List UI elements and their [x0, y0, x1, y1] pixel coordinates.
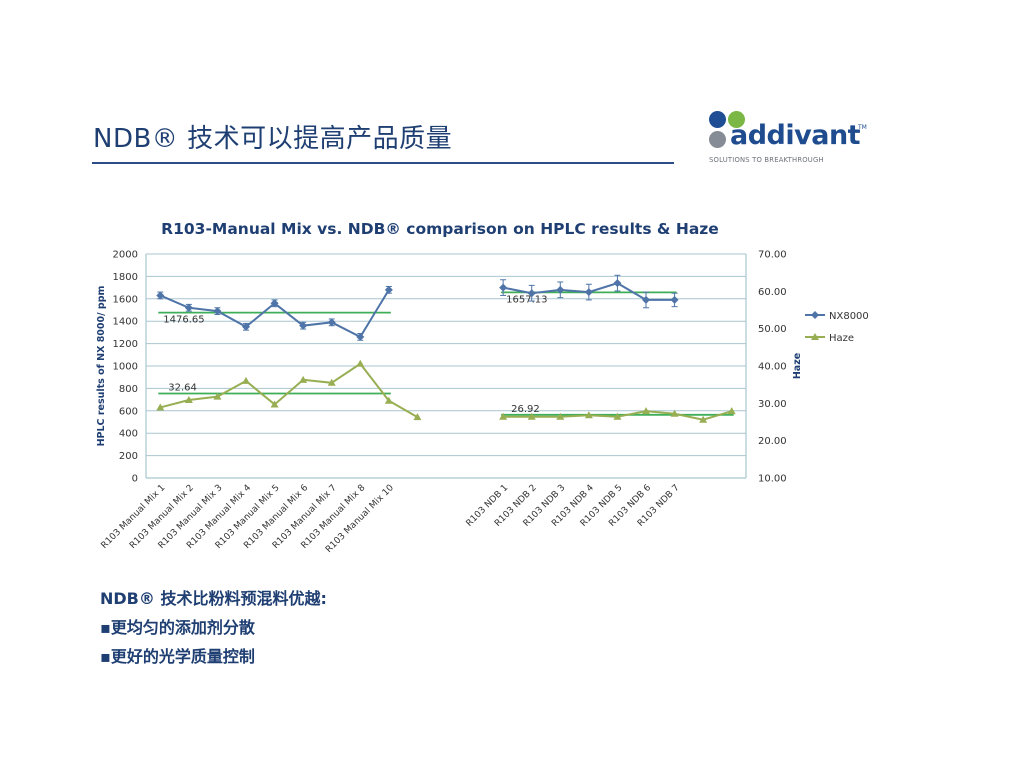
- series-line-haze: [160, 362, 418, 419]
- point-nx8000: [213, 307, 222, 316]
- point-nx8000: [356, 332, 365, 341]
- point-nx8000: [299, 321, 308, 330]
- legend-label: NX8000: [829, 311, 869, 322]
- y2-tick-label: 60.00: [758, 287, 787, 298]
- point-haze: [356, 359, 365, 367]
- y-tick-label: 1800: [113, 272, 138, 283]
- logo-trademark: TM: [858, 124, 867, 131]
- point-nx8000: [242, 322, 250, 331]
- y-tick-label: 600: [119, 406, 138, 417]
- point-haze: [242, 376, 250, 384]
- point-haze: [413, 413, 422, 421]
- point-haze: [184, 395, 193, 403]
- point-haze: [327, 378, 336, 386]
- conclusion-heading: NDB® 技术比粉料预混料优越:: [100, 589, 327, 608]
- y-tick-label: 1200: [113, 339, 138, 350]
- point-haze: [527, 412, 536, 420]
- point-haze: [642, 407, 650, 415]
- hplc-haze-chart: R103-Manual Mix vs. NDB® comparison on H…: [96, 220, 869, 555]
- legend-marker-triangle: [811, 333, 819, 340]
- legend-label: Haze: [829, 333, 854, 344]
- y2-axis-title: Haze: [792, 353, 803, 379]
- y2-tick-label: 70.00: [758, 250, 787, 261]
- point-nx8000: [527, 289, 536, 298]
- y2-tick-label: 10.00: [758, 474, 787, 485]
- logo-dot-blue: [709, 111, 726, 128]
- point-haze: [499, 412, 508, 420]
- point-nx8000: [156, 291, 165, 300]
- point-nx8000: [384, 285, 393, 294]
- point-haze: [270, 400, 279, 408]
- y-tick-label: 2000: [113, 250, 138, 261]
- average-label: 1657.13: [506, 294, 547, 305]
- point-haze: [384, 396, 393, 404]
- bullet-optical-quality: ▪更好的光学质量控制: [100, 647, 255, 666]
- point-haze: [213, 392, 222, 400]
- point-haze: [556, 412, 565, 420]
- point-nx8000: [184, 303, 193, 312]
- point-nx8000: [270, 299, 279, 308]
- y-tick-label: 200: [119, 451, 138, 462]
- point-haze: [670, 409, 679, 417]
- point-haze: [156, 403, 165, 411]
- point-nx8000: [642, 295, 650, 304]
- addivant-logo: addivant TM SOLUTIONS TO BREAKTHROUGH: [706, 110, 876, 170]
- y2-tick-label: 30.00: [758, 399, 787, 410]
- y-tick-label: 1000: [113, 362, 138, 373]
- point-nx8000: [584, 288, 593, 297]
- legend-marker-diamond: [811, 311, 819, 319]
- point-nx8000: [327, 318, 336, 327]
- logo-wordmark: addivant: [730, 120, 861, 151]
- point-nx8000: [613, 279, 622, 288]
- y2-tick-label: 50.00: [758, 324, 787, 335]
- y-tick-label: 0: [132, 474, 138, 485]
- y2-tick-label: 20.00: [758, 436, 787, 447]
- point-nx8000: [499, 283, 508, 292]
- conclusion-block: NDB® 技术比粉料预混料优越: ▪更均匀的添加剂分散 ▪更好的光学质量控制: [100, 584, 327, 671]
- logo-tagline: SOLUTIONS TO BREAKTHROUGH: [709, 156, 824, 164]
- average-label: 1476.65: [163, 315, 204, 326]
- point-haze: [727, 407, 736, 415]
- y-tick-label: 1600: [113, 294, 138, 305]
- logo-dot-green: [728, 111, 745, 128]
- chart-title: R103-Manual Mix vs. NDB® comparison on H…: [161, 220, 719, 238]
- logo-dot-grey: [709, 131, 726, 148]
- y-tick-label: 400: [119, 429, 138, 440]
- average-label: 32.64: [168, 382, 197, 393]
- y-tick-label: 1400: [113, 317, 138, 328]
- slide-title: NDB® 技术可以提高产品质量: [93, 124, 453, 154]
- point-nx8000: [670, 295, 679, 304]
- point-haze: [299, 375, 308, 383]
- average-label: 26.92: [511, 404, 540, 415]
- y2-tick-label: 40.00: [758, 362, 787, 373]
- point-nx8000: [556, 285, 565, 294]
- title-divider: [92, 162, 674, 164]
- y-tick-label: 800: [119, 384, 138, 395]
- y-axis-title: HPLC results of NX 8000/ ppm: [96, 285, 107, 446]
- bullet-dispersion: ▪更均匀的添加剂分散: [100, 618, 255, 637]
- point-haze: [613, 412, 622, 420]
- point-haze: [584, 411, 593, 419]
- point-haze: [699, 415, 708, 423]
